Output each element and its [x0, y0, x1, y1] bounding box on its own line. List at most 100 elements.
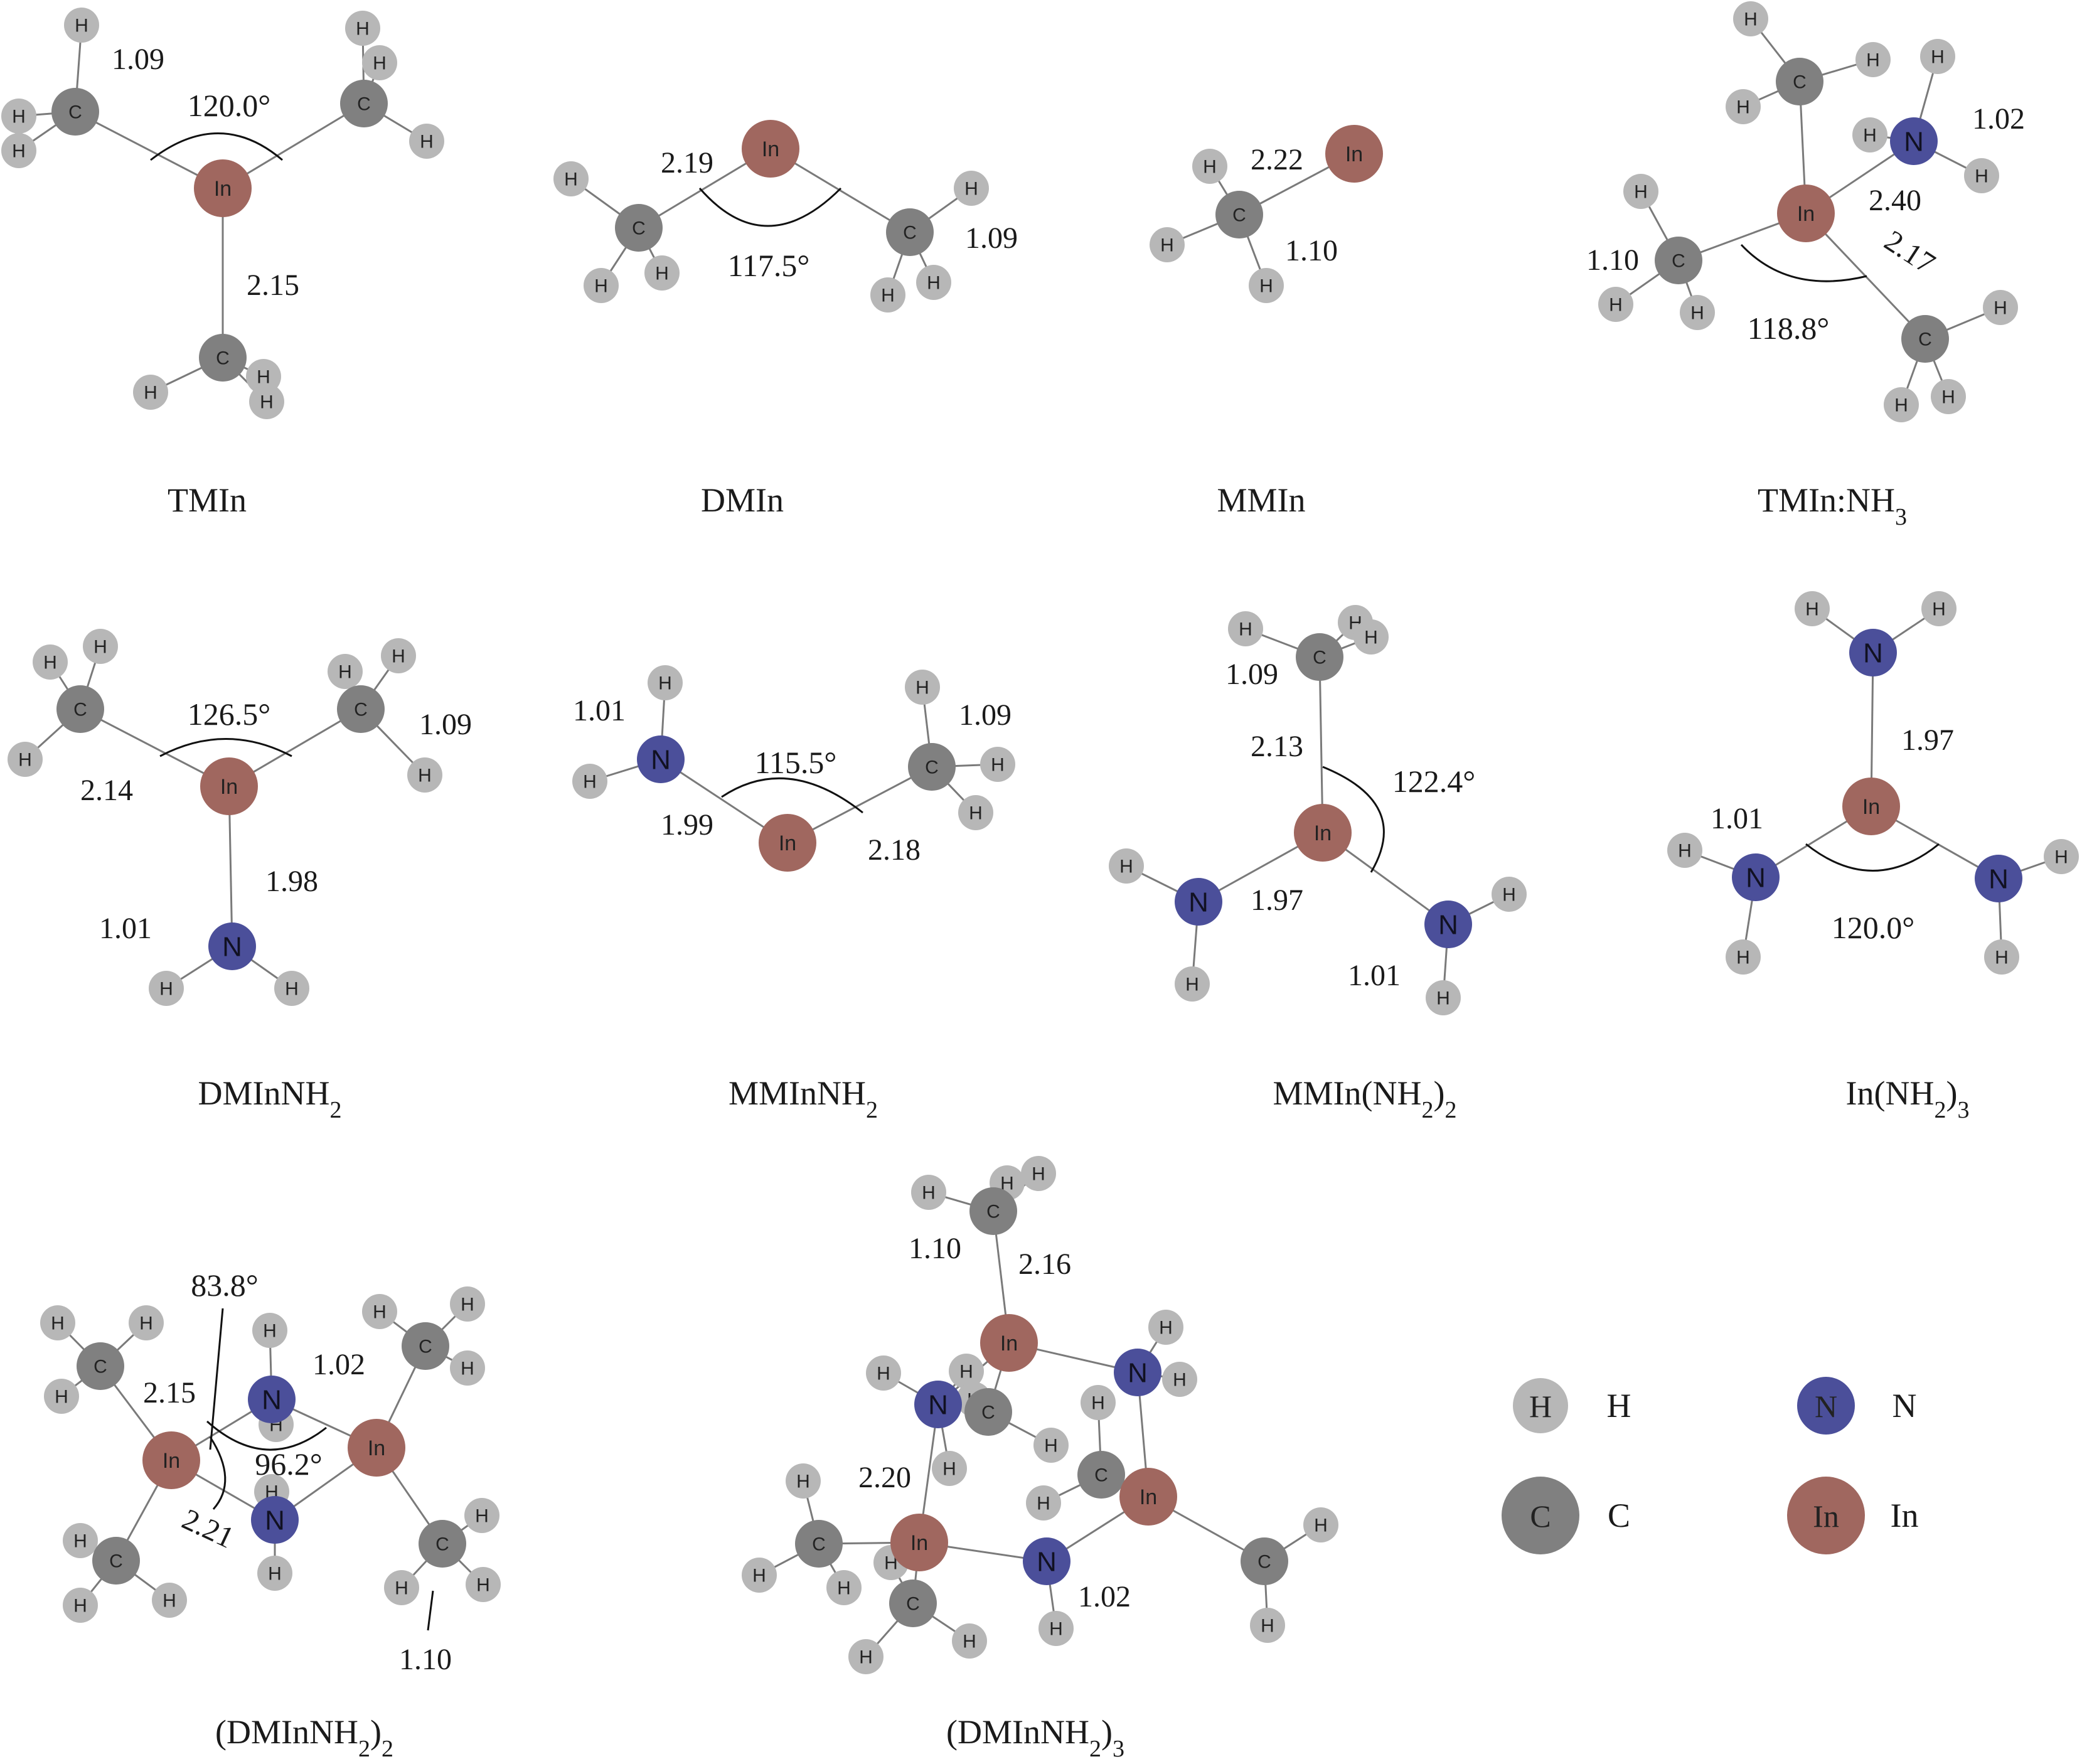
atom-h: H	[40, 1305, 75, 1340]
atom-symbol: H	[1932, 599, 1946, 620]
bond-length-label: 2.20	[858, 1461, 911, 1494]
bond-length-label: 1.02	[1972, 102, 2025, 136]
bond-angle-label: 96.2°	[255, 1446, 323, 1482]
atom-symbol: H	[1866, 50, 1880, 71]
atom-h: H	[33, 644, 68, 680]
atom-symbol: H	[655, 264, 669, 284]
atom-symbol: N	[1037, 1546, 1057, 1577]
atom-h: H	[848, 1639, 884, 1674]
bond-length-label: 1.02	[312, 1348, 365, 1381]
atom-h: H	[911, 1175, 946, 1210]
atom-h: H	[1623, 174, 1658, 209]
atom-symbol: H	[959, 1362, 973, 1382]
molecule-tmin-nh3: H H H H H H H H H H H H C C C N In 1.02 2.40 2.17 1.10 118.8°…	[1586, 1, 2025, 530]
molecule-name: TMIn:NH3	[1758, 481, 1907, 530]
atom-symbol: H	[942, 1459, 956, 1480]
angle-arc	[209, 1436, 227, 1510]
atom-in: In	[1325, 125, 1383, 183]
bond-angle-label: 122.4°	[1392, 764, 1476, 799]
bond-length-label: 1.09	[419, 708, 472, 741]
atom-symbol: N	[1989, 863, 2009, 894]
angle-arc	[721, 777, 863, 814]
atom-h: H	[870, 277, 905, 313]
angle-arc	[159, 738, 292, 757]
atom-n: N	[251, 1496, 299, 1544]
atom-symbol: H	[1239, 619, 1252, 640]
atom-h: H	[1, 133, 36, 168]
atom-symbol: H	[1091, 1393, 1105, 1414]
angle-arc	[206, 1420, 327, 1451]
atom-symbol: C	[357, 94, 371, 115]
atom-h: H	[1033, 1428, 1069, 1463]
atom-symbol: C	[981, 1403, 995, 1423]
legend-swatch-symbol: C	[1530, 1499, 1551, 1534]
atom-symbol: H	[1436, 988, 1450, 1009]
atom-h: H	[1021, 1156, 1056, 1191]
bond-length-label: 2.15	[143, 1376, 196, 1409]
atom-symbol: In	[1000, 1332, 1018, 1355]
atom-symbol: In	[214, 177, 232, 201]
bond-length-label: 2.15	[247, 269, 299, 302]
molecule-mminnh2: H H H H H C N In 115.5° 1.01 1.09 1.99 2.18 MMInNH2	[572, 665, 1015, 1123]
atom-h: H	[409, 124, 444, 159]
atom-symbol: C	[1232, 205, 1246, 226]
atom-symbol: H	[373, 53, 387, 74]
bond-angle-label: 120.0°	[1832, 910, 1915, 945]
atom-h: H	[786, 1463, 821, 1499]
bond-length-label: 1.09	[959, 698, 1012, 732]
atom-h: H	[466, 1567, 501, 1602]
legend-label: H	[1607, 1387, 1631, 1425]
atom-in: In	[980, 1314, 1038, 1372]
atom-symbol: H	[1678, 841, 1692, 862]
atom-n: N	[1732, 853, 1780, 901]
atom-symbol: H	[260, 392, 274, 413]
bond-length-label: 1.01	[573, 694, 626, 727]
atom-h: H	[384, 1570, 419, 1605]
atom-symbol: N	[262, 1384, 282, 1415]
bond-angle-label: 117.5°	[728, 248, 810, 283]
atom-symbol: H	[991, 755, 1005, 776]
atom-symbol: H	[1203, 157, 1217, 178]
atom-symbol: In	[910, 1531, 928, 1555]
atom-n: N	[1975, 855, 2022, 902]
atom-symbol: H	[475, 1506, 489, 1527]
atom-h: H	[1667, 833, 1702, 868]
bond-length-label: 1.09	[112, 43, 164, 76]
atom-symbol: C	[68, 102, 82, 123]
atom-symbol: N	[1746, 862, 1766, 893]
atom-symbol: C	[906, 1594, 920, 1615]
atom-symbol: H	[1173, 1370, 1187, 1391]
bond-angle-label: 83.8°	[191, 1268, 259, 1303]
atom-symbol: H	[338, 662, 352, 683]
atom-h: H	[129, 1305, 164, 1340]
molecule-mmin-nh2-2: H HHHHHHCNNIn122.4°1.092.131.971.01MMIn(N…	[1109, 605, 1527, 1123]
atom-in: In	[890, 1514, 948, 1571]
atom-symbol: H	[257, 367, 270, 388]
atom-n: N	[1424, 901, 1472, 948]
atom-symbol: H	[373, 1302, 387, 1323]
atom-in: In	[1294, 804, 1352, 862]
atom-h: H	[63, 1523, 98, 1558]
atom-h: H	[826, 1570, 862, 1605]
atom-symbol: H	[163, 1591, 176, 1612]
atom-symbol: In	[368, 1436, 385, 1460]
atom-symbol: H	[392, 646, 405, 667]
atom-symbol: H	[144, 383, 157, 404]
atom-symbol: H	[356, 19, 370, 40]
atom-symbol: N	[1904, 126, 1924, 157]
atom-symbol: C	[354, 700, 368, 720]
atom-symbol: H	[583, 772, 597, 793]
atom-symbol: H	[1119, 857, 1133, 877]
atom-symbol: H	[916, 678, 929, 698]
atom-symbol: H	[18, 750, 32, 771]
atom-h: H	[1795, 591, 1830, 626]
atom-h: H	[450, 1286, 485, 1322]
bond-length-label: 2.17	[1879, 224, 1941, 281]
leader-line	[209, 1308, 224, 1450]
atom-h: H	[381, 638, 416, 673]
atom-c: C	[1901, 315, 1949, 363]
atom-h: H	[954, 171, 989, 206]
